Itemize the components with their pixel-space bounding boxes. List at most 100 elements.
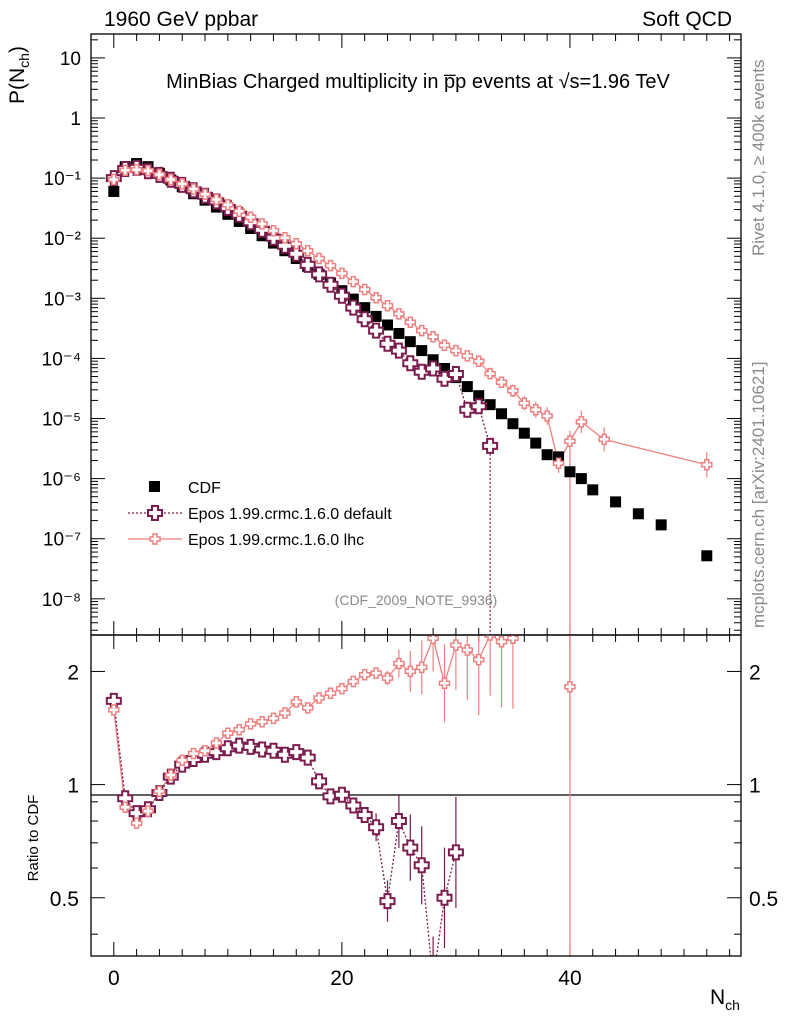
epos-lhc-point bbox=[415, 324, 428, 337]
cdf-point bbox=[427, 354, 439, 366]
epos-default-point bbox=[265, 229, 282, 246]
epos-lhc-point bbox=[552, 457, 565, 470]
xtick-label: 20 bbox=[330, 967, 353, 990]
epos-default-point bbox=[254, 221, 271, 238]
ratio-lhc-point bbox=[472, 653, 485, 666]
epos-lhc-point bbox=[427, 330, 439, 343]
epos-default-point bbox=[413, 363, 430, 380]
ratio-default-point bbox=[379, 893, 396, 910]
epos-lhc-point bbox=[564, 435, 576, 447]
cdf-point bbox=[404, 336, 416, 348]
epos-lhc-point bbox=[290, 237, 303, 250]
legend-marker-epos-lhc bbox=[149, 533, 161, 545]
cdf-point bbox=[610, 496, 622, 508]
ratio-lhc-point bbox=[381, 672, 394, 684]
cdf-point bbox=[381, 319, 393, 331]
epos-default-point bbox=[322, 276, 339, 293]
epos-lhc-point bbox=[244, 211, 257, 224]
cdf-point bbox=[632, 508, 644, 520]
cdf-point bbox=[393, 327, 405, 339]
cdf-point bbox=[416, 345, 428, 357]
ratio-lhc-point bbox=[507, 635, 519, 645]
epos-lhc-point bbox=[210, 193, 223, 206]
ratio-lhc-point bbox=[142, 805, 154, 817]
ratio-lhc-point bbox=[393, 657, 405, 670]
process-label: Soft QCD bbox=[642, 8, 732, 31]
top-ytick-label: 10⁻⁷ bbox=[43, 530, 81, 551]
legend: CDF Epos 1.99.crmc.1.6.0 default Epos 1.… bbox=[128, 480, 392, 549]
epos-lhc-point bbox=[701, 459, 713, 471]
legend-marker-cdf bbox=[149, 481, 160, 492]
ratio-lhc-point bbox=[244, 718, 257, 730]
ratio-default-point bbox=[356, 807, 373, 823]
cdf-point bbox=[587, 484, 599, 496]
epos-lhc-point bbox=[267, 225, 280, 237]
cdf-point bbox=[359, 302, 371, 314]
xlabel: Nch bbox=[710, 986, 740, 1013]
epos-default-point bbox=[447, 366, 464, 382]
epos-default-point bbox=[459, 401, 476, 418]
ratio-default-line bbox=[113, 700, 457, 956]
ratio-lhc-point bbox=[290, 696, 303, 708]
epos-default-point bbox=[333, 287, 350, 304]
ratio-lhc-point bbox=[256, 715, 268, 728]
ratio-default-point bbox=[311, 773, 328, 790]
ratio-lhc-point bbox=[438, 677, 451, 690]
top-ytick-label: 10⁻³ bbox=[44, 289, 82, 310]
ratio-ytick-label-right: 0.5 bbox=[749, 888, 778, 911]
epos-default-point bbox=[368, 322, 385, 339]
epos-default-point bbox=[345, 299, 362, 316]
ratio-default-point bbox=[333, 786, 350, 803]
epos-lhc-point bbox=[575, 416, 588, 428]
epos-default-point bbox=[402, 355, 419, 372]
top-ytick-label: 1 bbox=[70, 109, 81, 130]
ratio-lhc-point bbox=[450, 639, 462, 651]
ratio-default-point bbox=[128, 805, 145, 822]
epos-default-point bbox=[425, 360, 442, 377]
epos-lhc-point bbox=[324, 259, 337, 272]
ratio-lhc-point bbox=[153, 785, 166, 798]
cdf-point bbox=[108, 185, 120, 197]
epos-lhc-point bbox=[142, 164, 154, 177]
ratio-lhc-point bbox=[187, 747, 200, 760]
top-ytick-label: 10 bbox=[60, 49, 81, 70]
epos-lhc-point bbox=[507, 384, 519, 397]
legend-label-epos-default: Epos 1.99.crmc.1.6.0 default bbox=[188, 506, 392, 523]
ratio-lhc-point bbox=[233, 723, 245, 736]
epos-default-point bbox=[482, 437, 499, 454]
ratio-default-point bbox=[254, 741, 271, 758]
top-series-layer bbox=[105, 158, 713, 635]
epos-default-point bbox=[311, 266, 328, 283]
epos-default-line bbox=[113, 167, 491, 447]
ratio-default-point bbox=[436, 889, 453, 906]
ratio-default-point bbox=[299, 749, 316, 766]
epos-lhc-point bbox=[495, 376, 508, 389]
top-ytick-label: 10⁻⁴ bbox=[42, 349, 81, 370]
epos-lhc-point bbox=[165, 173, 177, 186]
source-label: mcplots.cern.ch [arXiv:2401.10621] bbox=[749, 362, 768, 628]
cdf-point bbox=[655, 519, 667, 531]
ratio-lhc-point bbox=[484, 635, 496, 641]
cdf-point bbox=[484, 399, 496, 411]
epos-default-point bbox=[276, 237, 293, 254]
xtick-label: 40 bbox=[558, 967, 581, 990]
epos-lhc-point bbox=[222, 199, 234, 211]
epos-default-point bbox=[436, 370, 453, 387]
epos-lhc-point bbox=[256, 218, 268, 230]
epos-default-point bbox=[356, 311, 373, 328]
ratio-ytick-label: 2 bbox=[67, 661, 79, 684]
legend-marker-epos-default bbox=[147, 505, 163, 521]
ratio-lhc-point bbox=[301, 702, 314, 714]
ratio-default-point bbox=[345, 797, 362, 814]
epos-lhc-point bbox=[358, 283, 371, 296]
epos-default-point bbox=[299, 256, 316, 273]
ratio-default-point bbox=[288, 744, 305, 761]
ratio-default-point bbox=[231, 737, 248, 754]
epos-lhc-point bbox=[130, 163, 143, 176]
epos-lhc-point bbox=[187, 183, 200, 195]
top-ylabel: P(Nch) bbox=[6, 46, 32, 104]
ratio-lhc-point bbox=[347, 675, 360, 688]
epos-lhc-point bbox=[176, 178, 188, 190]
ratio-lhc-point bbox=[461, 644, 474, 656]
